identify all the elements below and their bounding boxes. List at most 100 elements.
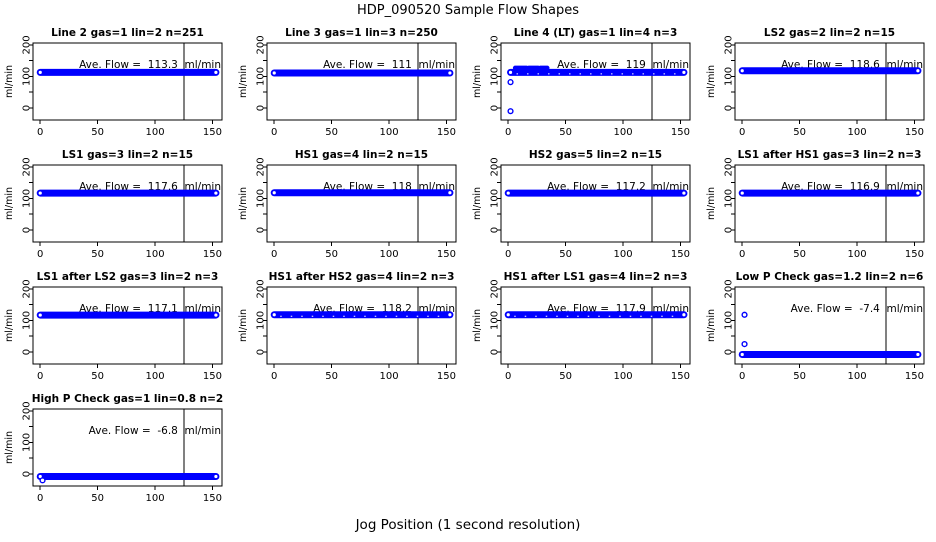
subplot-cell: HS1 gas=4 lin=2 n=15 0 100 200 ml/min 0 50 100 1… (234, 144, 468, 266)
y-axis-label: ml/min (472, 309, 483, 342)
subplot-cell: LS2 gas=2 lin=2 n=15 0 100 200 ml/min 0 50 100 1… (702, 22, 936, 144)
y-tick-label: 100 (724, 189, 735, 208)
band-end-notch (682, 191, 686, 195)
y-tick-label: 200 (490, 279, 501, 298)
plot-box (500, 164, 691, 243)
x-tick-label: 0 (37, 127, 43, 138)
subplot-canvas: High P Check gas=1 lin=0.8 n=2 0 100 200 ml/… (4, 393, 223, 504)
x-tick-label: 150 (905, 127, 924, 138)
y-tick-label: 100 (724, 311, 735, 330)
x-tick-label: 150 (905, 371, 924, 382)
x-tick-label: 50 (325, 249, 338, 260)
band-end-notch (448, 71, 452, 75)
x-tick-label: 50 (325, 371, 338, 382)
y-tick-label: 0 (724, 349, 735, 355)
x-tick-label: 0 (505, 371, 511, 382)
y-tick-label: 200 (256, 35, 267, 54)
subplot-canvas: Line 4 (LT) gas=1 lin=4 n=3 0 100 200 ml/min… (472, 27, 691, 138)
x-tick-label: 50 (91, 371, 104, 382)
y-tick-label: 200 (22, 157, 33, 176)
y-axis-label: ml/min (706, 187, 717, 220)
outlier-point (39, 477, 46, 484)
x-tick-label: 100 (614, 249, 633, 260)
subplot-title: HS1 after HS2 gas=4 lin=2 n=3 (269, 271, 455, 283)
subplot-cell: Low P Check gas=1.2 lin=2 n=6 0 100 200 ml/m… (702, 266, 936, 388)
x-tick-label: 0 (739, 371, 745, 382)
x-tick-label: 0 (37, 371, 43, 382)
x-tick-label: 50 (793, 371, 806, 382)
x-tick-label: 100 (848, 249, 867, 260)
plot-box (32, 42, 223, 121)
subplot-canvas: Line 3 gas=1 lin=3 n=250 0 100 200 ml/min 0 50… (238, 27, 457, 138)
ave-flow-label: Ave. Flow = 111 ml/min (323, 59, 455, 71)
outlier-point (741, 341, 748, 348)
subplot-canvas: Low P Check gas=1.2 lin=2 n=6 0 100 200 ml/m… (706, 271, 925, 382)
band-end-notch (916, 191, 920, 195)
y-tick-label: 0 (256, 105, 267, 111)
ave-flow-label: Ave. Flow = 119 ml/min (557, 59, 689, 71)
x-tick-label: 0 (37, 249, 43, 260)
subplot-cell: High P Check gas=1 lin=0.8 n=2 0 100 200 ml/… (0, 388, 234, 510)
ave-flow-label: Ave. Flow = -6.8 ml/min (89, 425, 221, 437)
y-tick-label: 0 (256, 227, 267, 233)
y-tick-label: 100 (256, 67, 267, 86)
x-tick-label: 0 (505, 249, 511, 260)
y-axis-label: ml/min (4, 309, 15, 342)
subplot-canvas: Line 2 gas=1 lin=2 n=251 0 100 200 ml/min 0 50… (4, 27, 223, 138)
subplot-cell: Line 2 gas=1 lin=2 n=251 0 100 200 ml/min 0 50… (0, 22, 234, 144)
band-end-notch (448, 313, 452, 317)
subplot-canvas: LS1 gas=3 lin=2 n=15 0 100 200 ml/min 0 50 100 1… (4, 149, 223, 260)
subplot-title: HS1 gas=4 lin=2 n=15 (295, 149, 428, 161)
y-tick-label: 100 (490, 189, 501, 208)
band-end-notch (38, 70, 42, 74)
y-tick-label: 0 (22, 349, 33, 355)
subplot-canvas: HS1 after LS1 gas=4 lin=2 n=3 0 100 200 ml/m… (472, 271, 691, 382)
plot-box (266, 42, 457, 121)
band-end-notch (506, 191, 510, 195)
y-axis-label: ml/min (472, 65, 483, 98)
band-end-notch (214, 313, 218, 317)
band-end-notch (682, 313, 686, 317)
y-tick-label: 200 (256, 157, 267, 176)
y-tick-label: 200 (22, 401, 33, 420)
subplot-canvas: LS1 after HS1 gas=3 lin=2 n=3 0 100 200 ml/m… (706, 149, 925, 260)
x-tick-label: 150 (203, 371, 222, 382)
band-end-notch (272, 313, 276, 317)
y-tick-label: 200 (724, 279, 735, 298)
subplot-cell: LS1 gas=3 lin=2 n=15 0 100 200 ml/min 0 50 100 1… (0, 144, 234, 266)
subplot-cell: Line 4 (LT) gas=1 lin=4 n=3 0 100 200 ml/min… (468, 22, 702, 144)
y-axis-label: ml/min (4, 187, 15, 220)
x-tick-label: 100 (146, 127, 165, 138)
y-tick-label: 200 (490, 157, 501, 176)
subplot-cell: LS1 after HS1 gas=3 lin=2 n=3 0 100 200 ml/m… (702, 144, 936, 266)
x-tick-label: 100 (146, 249, 165, 260)
subplot-title: HS2 gas=5 lin=2 n=15 (529, 149, 662, 161)
x-tick-label: 50 (91, 127, 104, 138)
x-tick-label: 0 (739, 249, 745, 260)
x-tick-label: 50 (559, 371, 572, 382)
outlier-point (507, 79, 514, 86)
subplot-title: Line 2 gas=1 lin=2 n=251 (51, 27, 204, 39)
figure-title: HDP_090520 Sample Flow Shapes (356, 3, 580, 18)
subplot-title: LS1 after HS1 gas=3 lin=2 n=3 (738, 149, 922, 161)
x-tick-label: 100 (848, 127, 867, 138)
x-tick-label: 100 (380, 371, 399, 382)
x-tick-label: 0 (37, 493, 43, 504)
x-tick-label: 150 (203, 249, 222, 260)
y-tick-label: 0 (490, 105, 501, 111)
x-tick-label: 50 (91, 249, 104, 260)
y-tick-label: 0 (22, 471, 33, 477)
band-end-notch (272, 71, 276, 75)
x-tick-label: 0 (271, 127, 277, 138)
y-tick-label: 0 (724, 227, 735, 233)
ave-flow-label: Ave. Flow = -7.4 ml/min (791, 303, 923, 315)
plot-box (266, 286, 457, 365)
subplot-canvas: LS2 gas=2 lin=2 n=15 0 100 200 ml/min 0 50 100 1… (706, 27, 925, 138)
plot-box (500, 286, 691, 365)
x-tick-label: 150 (203, 493, 222, 504)
band-end-notch (272, 191, 276, 195)
y-tick-label: 0 (22, 227, 33, 233)
y-axis-label: ml/min (706, 309, 717, 342)
x-tick-label: 100 (380, 249, 399, 260)
subplot-cell: Line 3 gas=1 lin=3 n=250 0 100 200 ml/min 0 50… (234, 22, 468, 144)
